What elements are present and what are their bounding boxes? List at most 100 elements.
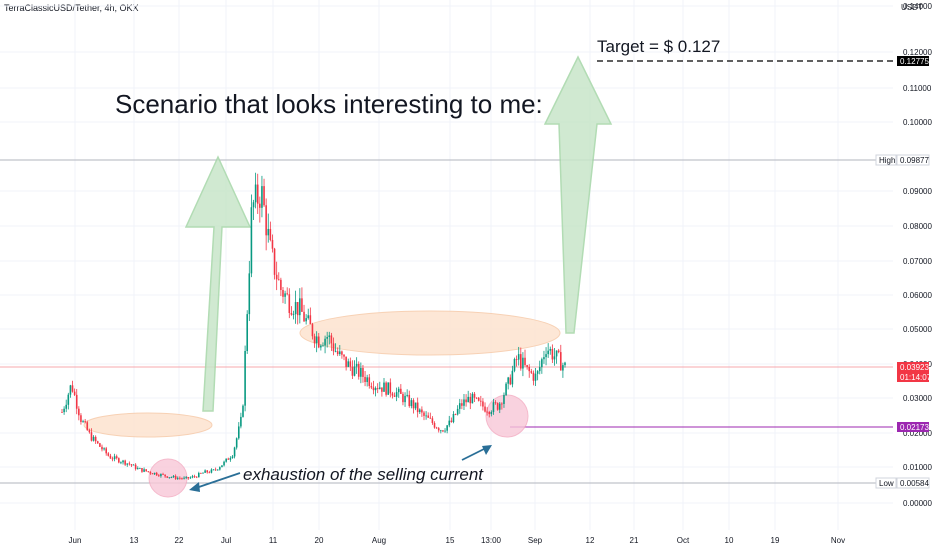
candle-body [170,477,173,478]
candle-body [80,415,82,422]
time-axis[interactable]: Jun 13 22 Jul 11 20 Aug 15 13:00 Sep 12 21 Oct 10 19 No… [69,536,846,545]
candle-body [172,475,175,478]
candle-body [524,357,526,366]
candle-body [427,415,430,418]
candle-body [252,202,255,208]
candle-body [292,314,295,315]
candle-body [242,405,244,417]
candle-body [96,441,99,444]
candle-body [65,404,68,409]
candle-body [446,425,448,431]
candle-body [336,351,339,355]
candle-body [107,453,110,456]
candle-body [82,421,84,422]
bottom-circle-right [485,394,529,438]
candle-body [136,468,139,470]
candle-body [288,294,291,313]
candle-body [271,239,274,249]
candle-body [517,354,520,360]
candle-body [134,464,137,470]
price-axis[interactable]: 0.14000 0.12000 0.11000 0.10000 0.09000 0.080… [903,2,932,508]
candle-body [204,470,206,473]
candle-body [520,354,522,369]
candle-body [61,412,63,413]
time-tick-label: 15 [446,536,455,545]
candle-body [362,367,364,377]
candle-body [444,430,446,432]
candle-body [463,399,465,406]
candle-body [345,356,347,367]
level-label: Low [879,479,894,488]
candle-body [301,298,303,312]
target-annotation: Target = $ 0.127 [597,37,720,56]
time-tick-label: Nov [831,536,845,545]
candle-body [511,370,514,385]
candle-body [322,345,324,347]
price-tick-label: 0.00000 [903,499,932,508]
candle-body [486,411,488,413]
candle-body [122,460,124,463]
candle-body [488,411,491,415]
exhaustion-annotation: exhaustion of the selling current [243,465,484,484]
price-badge-value: 0.09877 [900,156,929,165]
candle-countdown: 01:14:07 [900,373,932,382]
price-badge-value: 0.12775 [900,57,929,66]
candle-body [347,361,350,367]
candle-body [564,362,566,366]
candle-body [275,274,278,280]
candle-body [139,468,141,469]
candle-body [326,337,328,339]
candle-body [454,414,457,415]
candle-body [208,472,211,474]
price-badge [897,422,929,432]
candle-body [492,402,495,413]
candle-body [67,394,70,405]
candle-body [484,406,486,412]
candle-body [240,416,242,427]
candle-body [412,400,415,409]
candle-body [528,366,531,372]
candle-body [162,473,164,475]
candle-body [431,418,434,424]
price-tick-label: 0.06000 [903,291,932,300]
arrow-up-left [184,155,252,412]
candle-body [256,184,259,204]
candle-body [400,388,402,394]
time-tick-label: Jul [221,536,231,545]
candle-body [433,423,436,428]
candle-body [259,203,261,208]
candle-body [461,403,463,406]
time-tick-label: Sep [528,536,543,545]
price-tick-label: 0.08000 [903,222,932,231]
candle-body [214,469,217,471]
candle-body [477,397,480,401]
price-tick-label: 0.10000 [903,118,932,127]
candle-body [90,432,93,441]
candle-body [168,477,171,479]
candle-body [324,338,326,346]
candlestick-series [61,172,566,480]
candle-body [410,400,413,407]
candle-body [290,312,293,315]
candle-body [221,465,223,468]
candle-body [307,315,310,319]
time-tick-label: 22 [175,536,184,545]
candle-body [385,382,387,395]
candle-body [263,186,265,206]
candle-body [498,403,501,410]
time-tick-label: 21 [630,536,639,545]
candle-body [233,447,236,457]
candle-body [84,421,86,423]
candle-body [515,359,518,360]
candle-body [94,436,97,442]
candle-body [113,456,116,460]
candle-body [315,336,318,344]
candle-body [404,395,406,403]
candle-body [261,186,263,208]
candle-body [231,456,234,459]
candle-body [416,402,419,413]
candle-body [360,367,362,377]
price-tick-label: 0.02000 [903,429,932,438]
price-badge-value: 0.02173 [900,423,929,432]
